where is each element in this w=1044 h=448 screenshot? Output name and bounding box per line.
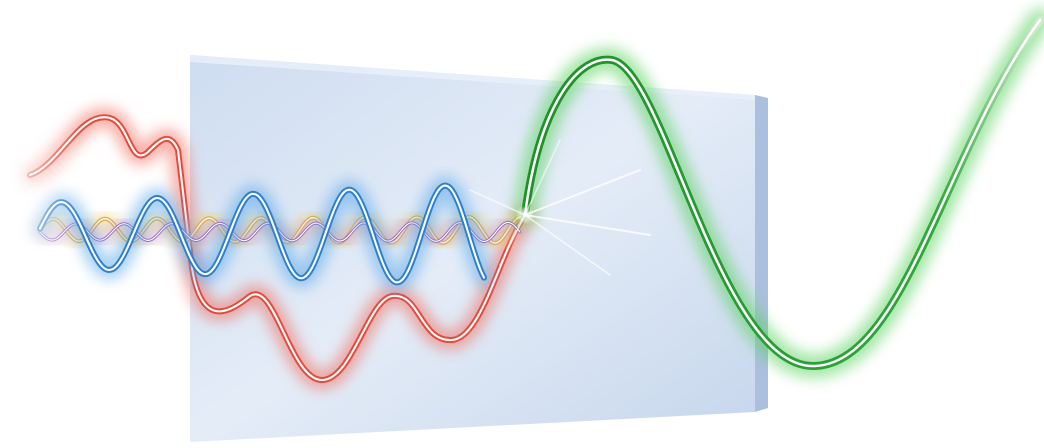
wave-illustration xyxy=(0,0,1044,448)
left-fade xyxy=(0,0,1044,448)
page: (() => { const g = document.getElementBy… xyxy=(0,0,1044,448)
